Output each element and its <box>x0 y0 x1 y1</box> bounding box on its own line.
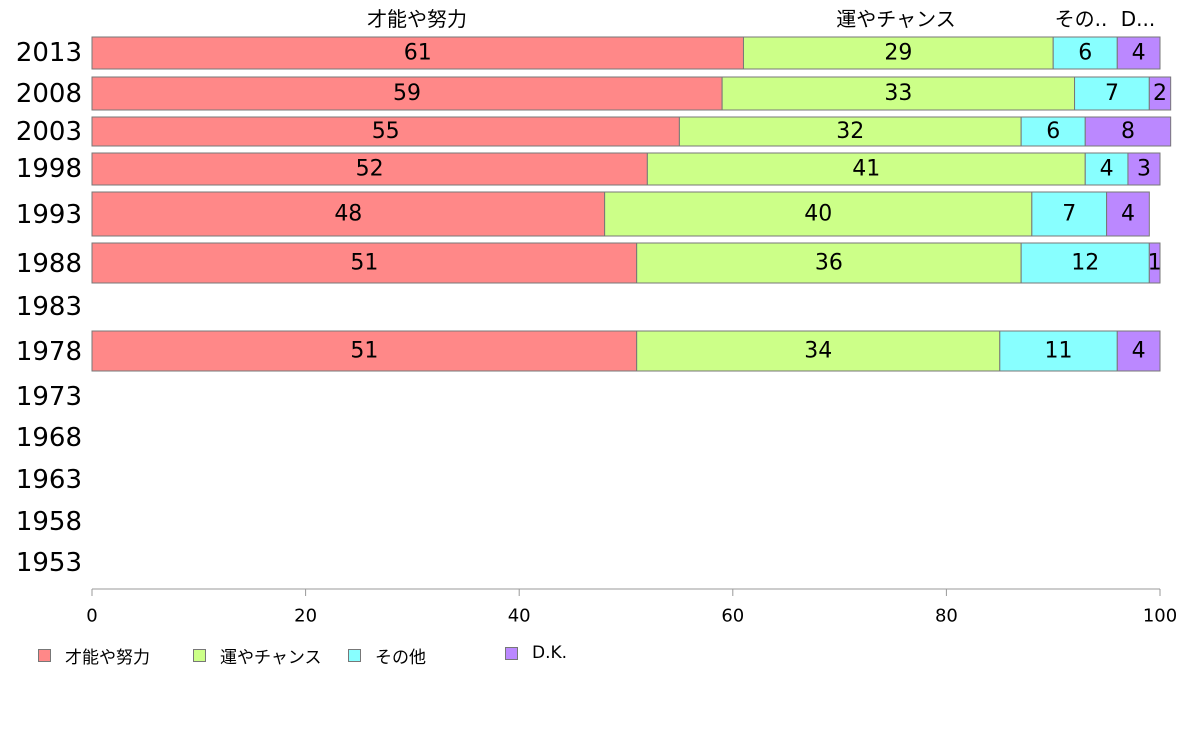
data-label-1998-s2: 4 <box>1100 157 1114 182</box>
bar-segment-1998-s3 <box>1127 152 1161 186</box>
legend-label: 才能や努力 <box>65 648 150 668</box>
data-label-2008-s2: 7 <box>1105 81 1119 106</box>
bar-segment-1998-s2 <box>1084 152 1129 186</box>
y-tick-label-2013: 2013 <box>16 38 82 68</box>
x-axis: 0 20 40 60 80 100 <box>86 588 1177 627</box>
legend-item-luck: 運やチャンス <box>193 643 322 668</box>
x-tick-label-60: 60 <box>721 606 744 627</box>
bar-segment-1978-s3 <box>1116 330 1161 372</box>
data-label-1988-s2: 12 <box>1071 251 1099 276</box>
bar-segment-1988-s3 <box>1148 242 1161 284</box>
bar-segment-2003-s3 <box>1084 116 1172 147</box>
data-label-1993-s3: 4 <box>1121 202 1135 227</box>
data-label-2013-s3: 4 <box>1132 41 1146 66</box>
legend-swatch <box>505 646 518 660</box>
data-label-2003-s1: 32 <box>836 119 864 144</box>
bar-segment-2013-s1 <box>742 36 1054 70</box>
data-label-1978-s3: 4 <box>1132 339 1146 364</box>
y-tick-label-1988: 1988 <box>16 249 82 279</box>
data-label-2013-s1: 29 <box>884 41 912 66</box>
y-tick-label-1953: 1953 <box>16 548 82 578</box>
bar-segment-2008-s2 <box>1074 76 1150 111</box>
data-label-1978-s1: 34 <box>804 339 832 364</box>
x-tick-label-100: 100 <box>1143 606 1177 627</box>
bar-segment-1978-s2 <box>999 330 1118 372</box>
data-label-2003-s2: 6 <box>1046 119 1060 144</box>
data-label-2008-s3: 2 <box>1153 81 1167 106</box>
data-label-1998-s1: 41 <box>852 157 880 182</box>
data-label-1978-s0: 51 <box>350 339 378 364</box>
legend-item-talent: 才能や努力 <box>38 643 150 668</box>
data-label-2008-s1: 33 <box>884 81 912 106</box>
y-tick-label-1958: 1958 <box>16 507 82 537</box>
data-label-1978-s2: 11 <box>1045 339 1073 364</box>
header-labels: 才能や努力 運やチャンス その.. D... <box>367 7 1155 31</box>
y-tick-label-1968: 1968 <box>16 423 82 453</box>
x-tick-label-0: 0 <box>86 606 97 627</box>
bars-layer: 61 29 6 459 33 7 255 32 6 852 41 4 348 40 7 451 36 12 151 3… <box>91 36 1172 372</box>
header-label-0: 才能や努力 <box>367 7 467 31</box>
bar-segment-2003-s2 <box>1020 116 1086 147</box>
bar-segment-1998-s1 <box>646 152 1086 186</box>
legend-swatch <box>348 649 361 662</box>
bar-segment-1998-s0 <box>91 152 648 186</box>
bar-segment-1988-s0 <box>91 242 638 284</box>
bar-segment-2008-s1 <box>721 76 1076 111</box>
bar-segment-2013-s0 <box>91 36 744 70</box>
bar-segment-2013-s3 <box>1116 36 1161 70</box>
data-label-1998-s0: 52 <box>356 157 384 182</box>
legend-label: その他 <box>375 648 426 668</box>
data-label-2008-s0: 59 <box>393 81 421 106</box>
bar-segment-2008-s3 <box>1148 76 1172 111</box>
x-tick-label-20: 20 <box>294 606 317 627</box>
x-tick-label-40: 40 <box>508 606 531 627</box>
data-label-1988-s1: 36 <box>815 251 843 276</box>
legend-swatch <box>38 649 51 662</box>
y-tick-label-2003: 2003 <box>16 117 82 147</box>
x-tick-label-80: 80 <box>935 606 958 627</box>
data-label-1993-s0: 48 <box>334 202 362 227</box>
y-axis-tick-labels: 2013 2008 2003 1998 1993 1988 1983 1978 1973 1968… <box>16 38 82 578</box>
header-label-1: 運やチャンス <box>836 7 955 31</box>
y-tick-label-1993: 1993 <box>16 200 82 230</box>
bar-segment-1993-s1 <box>604 191 1033 237</box>
y-tick-label-1998: 1998 <box>16 154 82 184</box>
bar-segment-1988-s2 <box>1020 242 1150 284</box>
data-label-1993-s2: 7 <box>1062 202 1076 227</box>
bar-segment-2003-s1 <box>678 116 1022 147</box>
header-label-3: D... <box>1121 7 1155 31</box>
data-label-2013-s0: 61 <box>404 41 432 66</box>
data-label-2003-s3: 8 <box>1121 119 1135 144</box>
y-tick-label-1963: 1963 <box>16 465 82 495</box>
bar-segment-1988-s1 <box>636 242 1022 284</box>
data-label-1988-s0: 51 <box>350 251 378 276</box>
bar-segment-1978-s1 <box>636 330 1001 372</box>
y-tick-label-1983: 1983 <box>16 292 82 322</box>
bar-segment-1978-s0 <box>91 330 638 372</box>
data-label-1998-s3: 3 <box>1137 157 1151 182</box>
data-label-1988-s3: 1 <box>1148 251 1162 276</box>
data-label-2013-s2: 6 <box>1078 41 1092 66</box>
bar-segment-1993-s2 <box>1031 191 1108 237</box>
y-tick-label-2008: 2008 <box>16 79 82 109</box>
legend-swatch <box>193 649 206 662</box>
bar-segment-1993-s3 <box>1106 191 1150 237</box>
legend-item-other: その他 <box>348 643 426 668</box>
y-tick-label-1973: 1973 <box>16 382 82 412</box>
bar-segment-1993-s0 <box>91 191 606 237</box>
bar-segment-2008-s0 <box>91 76 723 111</box>
data-label-1993-s1: 40 <box>804 202 832 227</box>
legend-label: D.K. <box>532 643 568 663</box>
data-label-2003-s0: 55 <box>372 119 400 144</box>
legend-item-dk: D.K. <box>505 643 567 663</box>
legend-label: 運やチャンス <box>220 648 322 668</box>
y-tick-label-1978: 1978 <box>16 337 82 367</box>
header-label-2: その.. <box>1055 7 1108 31</box>
bar-segment-2003-s0 <box>91 116 680 147</box>
bar-segment-2013-s2 <box>1052 36 1118 70</box>
